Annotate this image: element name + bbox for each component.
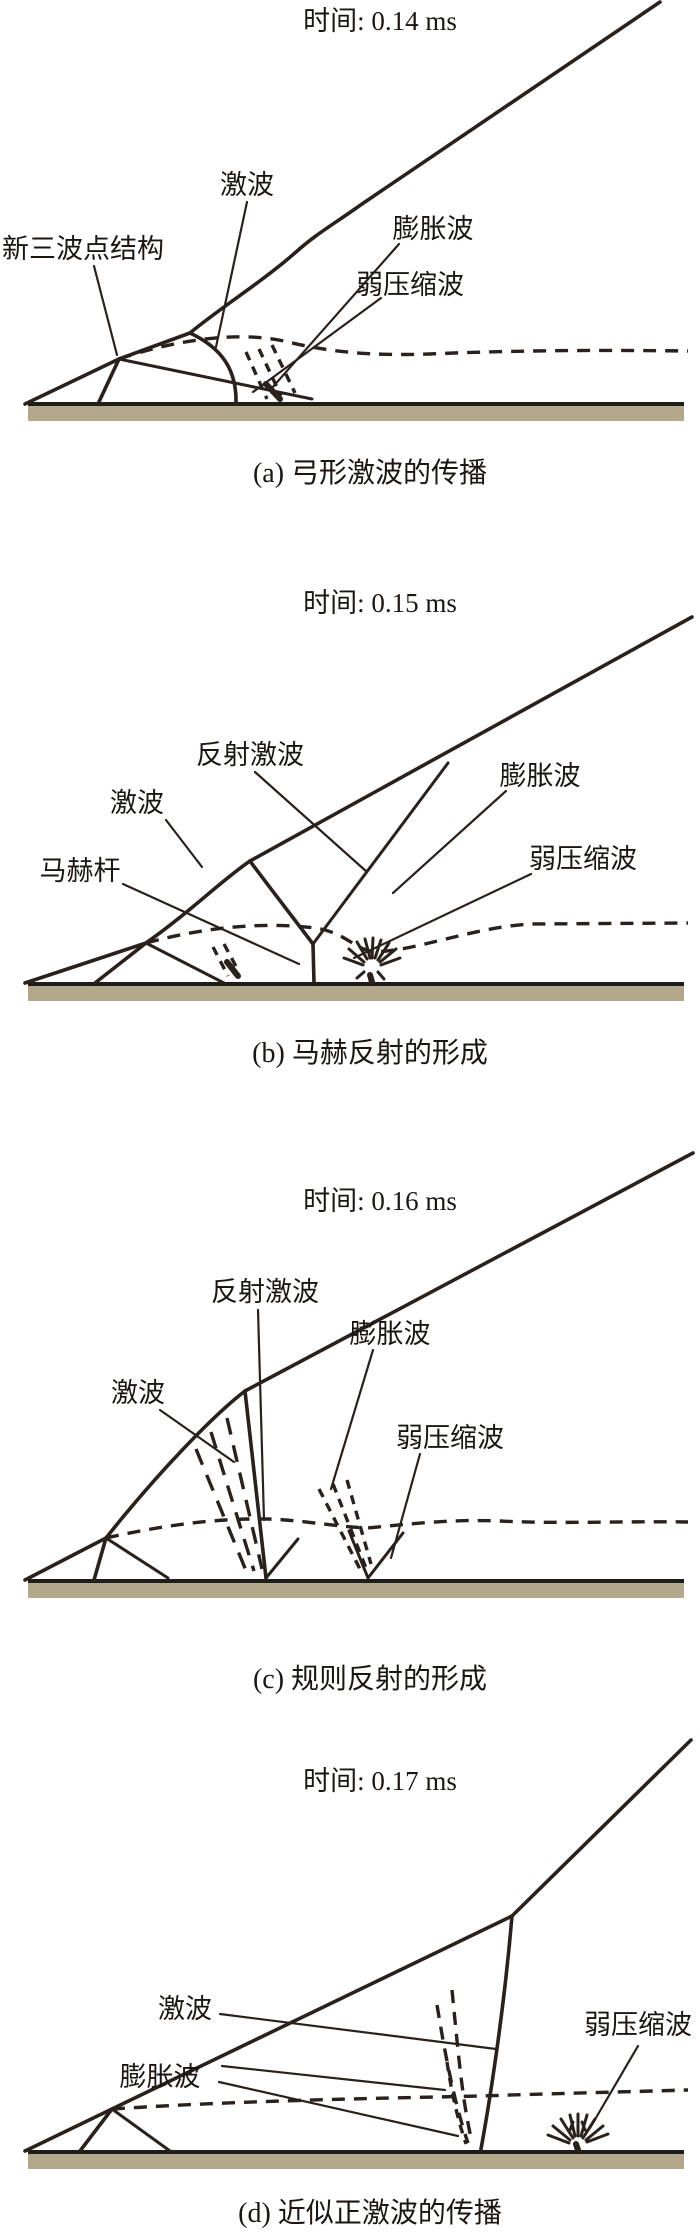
incident-bend-line <box>144 859 252 945</box>
shock-label: 激波 <box>158 1994 212 2024</box>
steep-foot-line <box>92 1536 108 1582</box>
right-foot-line <box>104 1536 170 1580</box>
weak-compression-dashed-curve <box>118 335 689 361</box>
incident-shock-line <box>243 1151 695 1393</box>
expansion-fan-dash <box>209 1431 256 1572</box>
mach-stem-line <box>311 942 316 985</box>
shock-pointer <box>158 1408 236 1464</box>
panel-a: 时间: 0.14 ms 新三波点结构 激波 膨胀波 弱压缩波 (a) 弓形激波的… <box>2 0 689 489</box>
panel-d: 时间: 0.17 ms <box>23 1738 693 2229</box>
steep-foot-line <box>93 941 148 985</box>
shock-pointer <box>214 200 249 349</box>
weak-compression-label: 弱压缩波 <box>356 270 464 300</box>
shock-label: 激波 <box>110 788 164 818</box>
weak-compression-pointer <box>389 1452 422 1560</box>
shock-to-mach-line <box>248 859 315 946</box>
expansion-fan-dash <box>270 344 297 394</box>
incident-shock-lower-line <box>23 1914 514 2153</box>
panel-b-time-label: 时间: 0.15 ms <box>303 588 457 618</box>
reflected-shock-pointer <box>256 1308 266 1522</box>
reflected-shock-line <box>311 761 450 946</box>
ground-bar <box>28 2154 684 2169</box>
steep-foot-line <box>96 357 121 406</box>
shock-pointer <box>164 818 204 869</box>
expansion-fan-dash <box>450 1989 474 2143</box>
reflected-shock-line <box>243 1389 268 1580</box>
panel-c-caption: (c) 规则反射的形成 <box>253 1663 487 1695</box>
mach-stem-pointer <box>121 882 301 966</box>
expansion-pointer <box>269 242 401 391</box>
expansion-label: 膨胀波 <box>500 761 581 791</box>
expansion-pointer <box>217 2080 460 2138</box>
reflected-shock-label: 反射激波 <box>196 740 304 770</box>
expansion-pointer <box>220 2064 447 2092</box>
panel-d-caption: (d) 近似正激波的传播 <box>238 2197 502 2229</box>
weak-compression-dashed-curve <box>111 2088 689 2111</box>
panel-b-caption: (b) 马赫反射的形成 <box>252 1037 488 1069</box>
expansion-label: 膨胀波 <box>350 1319 431 1349</box>
expansion-fan-dash <box>257 348 283 397</box>
incident-shock-line <box>188 0 662 335</box>
normal-shock-line <box>479 1914 514 2151</box>
left-foot-line <box>23 1536 108 1582</box>
shock-label: 激波 <box>220 170 274 200</box>
panel-c: 时间: 0.16 ms 反射激波 激波 <box>23 1151 695 1695</box>
panel-a-time-label: 时间: 0.14 ms <box>303 6 457 36</box>
weak-compression-pointer <box>352 872 533 960</box>
weak-compression-starburst <box>546 2112 610 2153</box>
ground-bar <box>28 1583 684 1598</box>
reflected-shock-pointer <box>253 770 369 874</box>
panel-d-time-label: 时间: 0.17 ms <box>303 1766 457 1796</box>
panel-b: 时间: 0.15 ms <box>23 588 694 1069</box>
expansion-pointer <box>329 1348 375 1491</box>
expansion-fan-dash <box>222 943 241 973</box>
expansion-fan-dash <box>194 1448 249 1574</box>
expansion-fan-mark <box>224 959 241 979</box>
weak-compression-v-right <box>366 1531 405 1580</box>
panel-a-caption: (a) 弓形激波的传播 <box>253 457 487 489</box>
reflected-shock-label: 反射激波 <box>211 1277 319 1307</box>
ground-bar <box>28 406 684 421</box>
weak-compression-v-left <box>347 1529 370 1580</box>
expansion-label: 膨胀波 <box>393 214 474 244</box>
right-foot-line <box>110 2107 172 2153</box>
mach-stem-label: 马赫杆 <box>40 856 121 886</box>
expansion-fan-mark <box>263 381 283 402</box>
bow-shock-arc <box>188 331 238 406</box>
reflection-branch-line <box>264 1537 300 1580</box>
expansion-starburst <box>342 936 402 985</box>
triple-point-pointer <box>92 264 119 357</box>
weak-compression-pointer <box>588 2044 640 2130</box>
weak-compression-label: 弱压缩波 <box>529 844 637 874</box>
left-foot-line <box>23 357 121 406</box>
shock-pointer <box>218 2012 498 2051</box>
shock-label: 激波 <box>111 1378 165 1408</box>
weak-compression-dashed-curve <box>145 921 689 954</box>
left-foot-line <box>23 941 148 985</box>
ground-bar <box>28 986 684 1001</box>
weak-compression-pointer <box>251 296 383 394</box>
expansion-fan-dash <box>211 946 230 977</box>
weak-compression-dashed-curve <box>105 1517 689 1540</box>
weak-compression-label: 弱压缩波 <box>396 1423 504 1453</box>
triple-point-label: 新三波点结构 <box>2 234 164 264</box>
incident-shock-upper-line <box>510 1738 693 1918</box>
expansion-fan-dash <box>435 2004 470 2144</box>
shock-front-line <box>104 1389 247 1540</box>
right-foot-line <box>144 941 226 985</box>
expansion-fan-dash <box>345 1479 373 1565</box>
incident-shock-line <box>248 615 694 863</box>
expansion-label: 膨胀波 <box>120 2062 201 2092</box>
weak-compression-label: 弱压缩波 <box>584 2010 692 2040</box>
panel-c-time-label: 时间: 0.16 ms <box>303 1186 457 1216</box>
expansion-fan-dash <box>244 351 269 400</box>
steep-foot-line <box>78 2107 114 2153</box>
expansion-pointer <box>391 789 508 895</box>
